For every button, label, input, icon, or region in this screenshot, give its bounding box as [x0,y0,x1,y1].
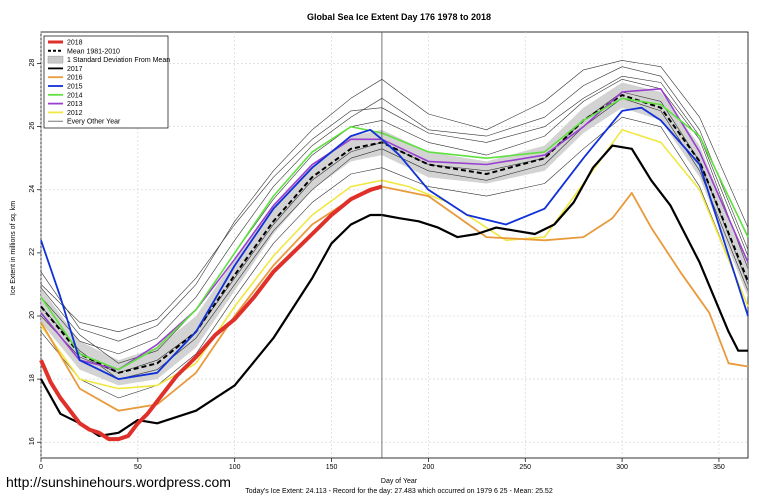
x-tick-label: 250 [519,464,531,471]
series-line-2014 [40,97,749,371]
series-line-every-other-year [40,66,749,355]
series-line-mean-1981-2010 [40,94,749,374]
std-dev-band [41,82,748,386]
legend-box [43,35,169,129]
y-tick-label: 22 [29,248,36,256]
x-tick-label: 150 [326,464,338,471]
x-tick-label: 300 [616,464,628,471]
y-tick-label: 20 [29,311,36,319]
series-line-2013 [40,88,749,371]
legend-label: 2017 [67,66,83,73]
series-line-every-other-year [40,75,749,333]
legend-swatch [47,55,64,64]
legend-label: Mean 1981-2010 [67,48,120,55]
x-tick-label: 0 [39,464,43,471]
series-line-2018 [39,184,383,442]
series-line-every-other-year [40,60,749,342]
x-tick-label: 200 [423,464,435,471]
y-axis-label: Ice Extent in millions of sq. km [10,201,17,295]
legend-label: 2015 [67,84,83,91]
std-dev-band-area [41,82,748,386]
legend-label: 1 Standard Deviation From Mean [67,57,170,64]
legend-label: 2018 [67,40,83,47]
watermark-url: http://sunshinehours.wordpress.com [6,474,231,490]
y-tick-label: 16 [29,437,36,445]
x-axis-label: Day of Year [381,478,418,485]
legend-label: Every Other Year [67,119,121,126]
y-tick-label: 24 [29,185,36,193]
y-tick-label: 26 [29,122,36,130]
y-tick-label: 18 [29,374,36,382]
series-line-2016 [40,185,749,412]
series-line-2017 [40,144,748,437]
series-line-every-other-year [40,116,749,399]
axes: 0 50 100 150 200 250 300 350 16 18 20 22 24 26 28 [29,59,725,471]
chart-title: Global Sea Ice Extent Day 176 1978 to 20… [307,12,491,22]
legend-label: 2016 [67,75,83,82]
x-tick-label: 350 [713,464,725,471]
x-tick-label: 50 [134,464,142,471]
series-line-every-other-year [40,91,749,374]
legend-label: 2014 [67,92,83,99]
series-line-every-other-year [40,98,749,380]
x-tick-label: 100 [229,464,241,471]
legend-label: 2012 [67,110,83,117]
y-tick-label: 28 [29,59,36,67]
legend-label: 2013 [67,101,83,108]
series-line-every-other-year [40,79,749,364]
chart-footer: Today's Ice Extent: 24.113 - Record for … [245,488,553,495]
